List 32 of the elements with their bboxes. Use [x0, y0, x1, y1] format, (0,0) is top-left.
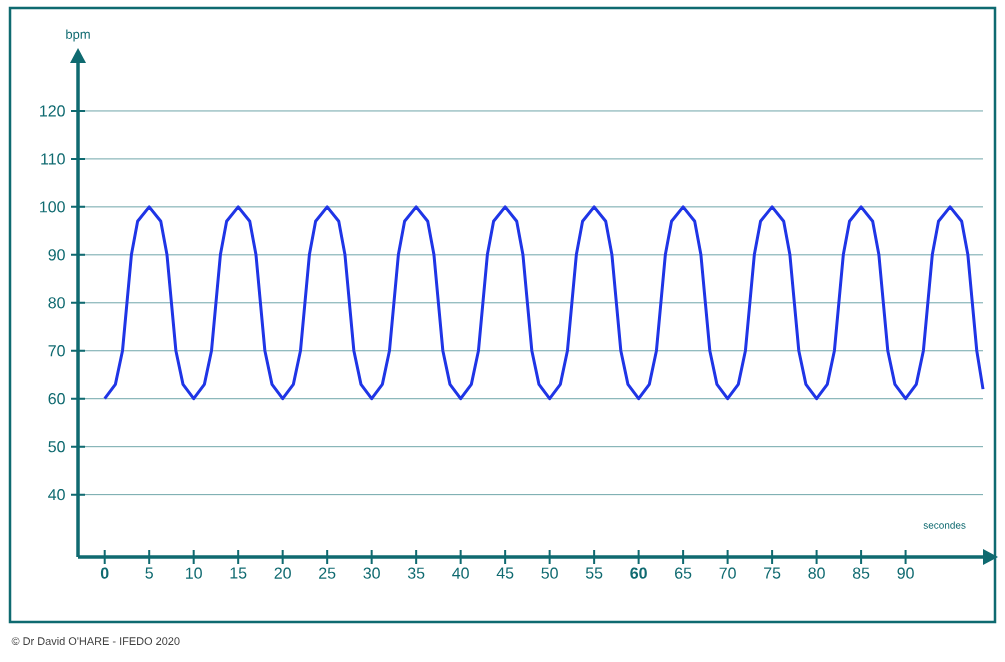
- x-tick-label: 90: [897, 567, 914, 579]
- x-tick-label: 80: [808, 567, 825, 579]
- x-tick-label: 70: [719, 567, 736, 579]
- y-tick-label: 70: [48, 345, 65, 357]
- x-tick-label: 45: [496, 567, 514, 579]
- x-tick-label: 35: [407, 567, 425, 579]
- x-tick-label: 60: [630, 567, 647, 579]
- y-axis-title: bpm: [66, 29, 90, 42]
- y-tick-label: 60: [48, 393, 65, 405]
- x-tick-label: 30: [363, 567, 380, 579]
- y-tick-label: 80: [48, 297, 65, 309]
- line-series: [103, 205, 985, 401]
- x-tick-label: 0: [100, 567, 109, 579]
- y-tick-label: 40: [48, 489, 65, 501]
- x-tick-label: 85: [852, 567, 870, 579]
- x-tick-label: 50: [541, 567, 558, 579]
- x-tick-label: 25: [319, 567, 336, 579]
- y-tick-label: 50: [48, 441, 65, 453]
- y-tick-label: 110: [41, 153, 65, 165]
- x-tick-label: 20: [274, 567, 291, 579]
- x-tick-label: 55: [585, 567, 603, 579]
- y-tick-label: 100: [40, 201, 65, 213]
- x-tick-label: 10: [186, 567, 202, 579]
- x-tick-label: 5: [145, 567, 153, 579]
- text: © Dr David O'HARE - IFEDO 2020: [11, 636, 180, 646]
- x-axis-title: secondes: [923, 521, 966, 529]
- x-tick-label: 15: [230, 567, 247, 579]
- y-tick-label: 90: [48, 249, 65, 261]
- x-tick-label: 75: [764, 567, 781, 579]
- x-tick-label: 65: [675, 567, 692, 579]
- x-tick-label: 40: [452, 567, 469, 579]
- y-tick-label: 120: [40, 105, 65, 117]
